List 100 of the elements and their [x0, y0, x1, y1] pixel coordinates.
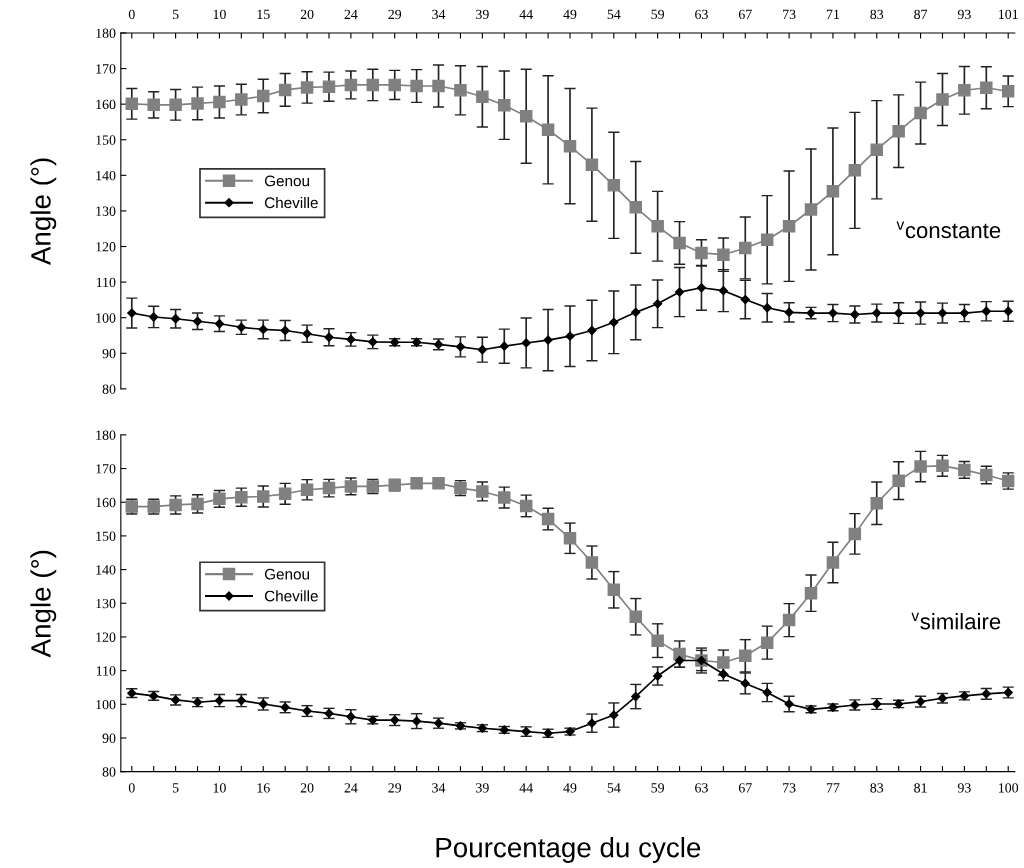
x-tick-label: 29	[388, 9, 402, 20]
point	[696, 283, 707, 293]
point	[609, 317, 619, 327]
legend-label: Cheville	[264, 590, 318, 602]
point	[235, 93, 248, 106]
y-tick-label: 120	[96, 242, 116, 252]
point	[543, 335, 553, 345]
point	[1001, 85, 1015, 98]
point	[477, 345, 487, 355]
x-tick-label: 10	[213, 9, 226, 20]
point	[278, 83, 292, 97]
point	[717, 248, 730, 261]
x-tick-label: 59	[651, 9, 665, 20]
point	[476, 90, 489, 103]
y-tick-label: 130	[96, 598, 116, 609]
point	[937, 308, 948, 318]
point	[892, 474, 905, 487]
y-tick-label: 120	[96, 632, 116, 642]
x-tick-label: 15	[257, 9, 270, 20]
y-tick-label: 160	[96, 497, 116, 508]
point	[674, 287, 685, 297]
point	[519, 499, 533, 513]
point	[302, 329, 312, 339]
annotation: $^{v}$similaire	[911, 612, 1001, 630]
legend-label: Genou	[264, 175, 310, 187]
x-tick-label: 83	[870, 783, 884, 793]
point	[653, 671, 663, 681]
x-tick-label: 5	[172, 9, 179, 20]
point	[760, 636, 774, 649]
point	[563, 532, 577, 545]
point	[127, 308, 137, 318]
y-tick-label: 80	[102, 384, 116, 394]
x-tick-label: 73	[783, 783, 796, 793]
point	[541, 123, 555, 137]
point	[235, 490, 248, 504]
x-tick-label: 81	[914, 783, 927, 793]
point	[563, 139, 577, 153]
point	[718, 286, 728, 296]
x-tick-label: 34	[432, 9, 446, 20]
point	[936, 93, 949, 106]
y-tick-label: 110	[96, 277, 116, 288]
point	[454, 84, 467, 97]
point	[651, 634, 664, 647]
y-tick-label: 170	[96, 64, 116, 74]
point	[607, 179, 621, 192]
y-tick-label: 140	[96, 565, 116, 575]
point	[828, 308, 838, 318]
point	[958, 84, 971, 97]
x-tick-label: 0	[128, 9, 135, 20]
point	[850, 309, 860, 320]
point	[826, 185, 840, 198]
point	[629, 610, 642, 623]
point	[740, 678, 750, 689]
y-tick-label: 100	[96, 313, 116, 323]
point	[366, 78, 380, 92]
y-tick-label: 90	[102, 348, 116, 359]
x-tick-label: 93	[957, 9, 971, 20]
point	[257, 89, 270, 103]
point	[782, 219, 796, 233]
y-axis-title: Angle (°)	[30, 550, 57, 658]
point	[278, 487, 292, 501]
point	[784, 699, 794, 709]
point	[936, 459, 949, 473]
x-tick-label: 59	[651, 783, 665, 793]
x-tick-label: 54	[607, 783, 621, 793]
x-tick-label: 67	[738, 783, 752, 793]
x-tick-label: 77	[826, 783, 840, 793]
point	[191, 97, 204, 110]
y-tick-label: 100	[96, 699, 116, 710]
point	[607, 583, 621, 597]
point	[740, 294, 750, 305]
y-tick-label: 130	[96, 206, 116, 216]
point	[980, 81, 993, 95]
point	[280, 325, 290, 336]
x-tick-label: 29	[388, 783, 402, 793]
x-tick-label: 73	[783, 9, 796, 20]
point	[324, 332, 334, 342]
point	[541, 512, 555, 526]
point	[826, 556, 840, 569]
x-tick-label: 87	[914, 9, 928, 20]
y-tick-label: 80	[102, 767, 116, 777]
point	[455, 342, 466, 352]
x-tick-label: 34	[432, 783, 446, 793]
point	[214, 319, 225, 329]
point	[894, 308, 904, 318]
x-tick-label: 0	[128, 783, 135, 793]
x-tick-label: 44	[519, 9, 533, 19]
y-tick-label: 180	[96, 430, 116, 440]
point	[631, 307, 641, 317]
x-tick-label: 10	[213, 783, 226, 793]
point	[521, 338, 531, 348]
point	[629, 201, 642, 214]
point	[565, 331, 575, 341]
point	[476, 485, 489, 498]
point	[760, 233, 774, 247]
legend-label: Cheville	[264, 196, 318, 209]
point	[609, 710, 619, 720]
point	[1003, 306, 1013, 316]
point	[848, 164, 862, 177]
point	[717, 656, 730, 669]
